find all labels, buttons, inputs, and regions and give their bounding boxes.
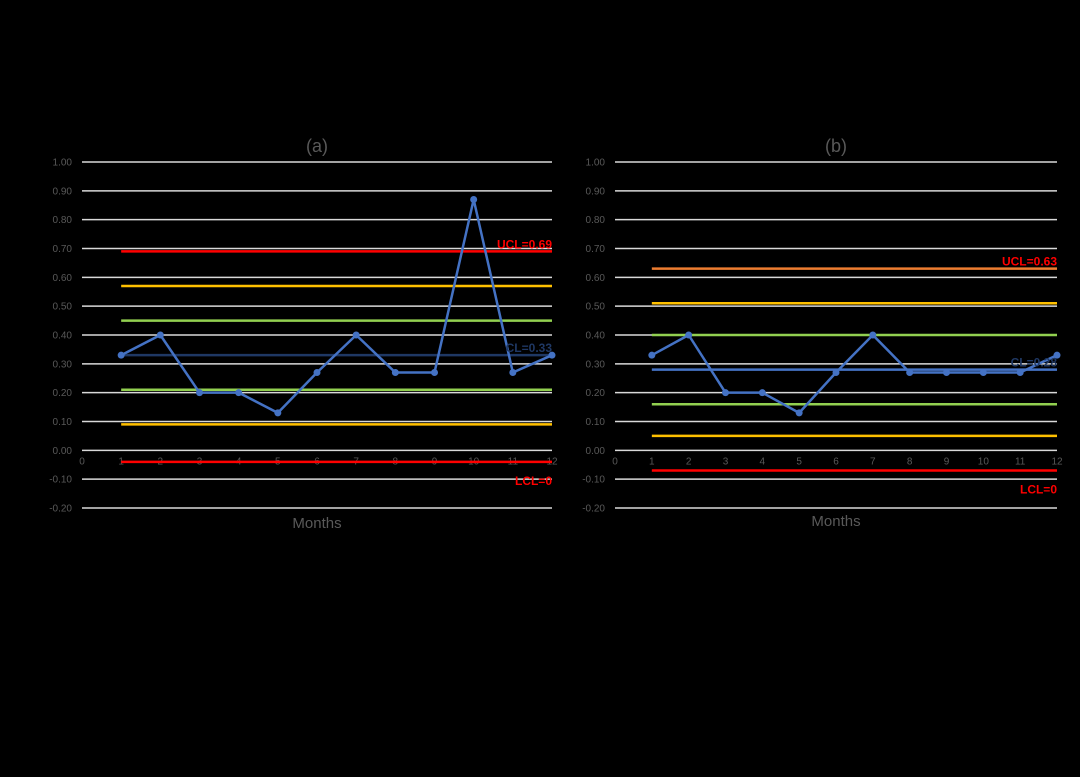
- chart-title: (b): [825, 136, 847, 156]
- control-line-label: CL=0.33: [506, 341, 553, 355]
- data-point: [979, 368, 987, 376]
- y-tick-label: 0.90: [53, 186, 73, 197]
- control-line-label: UCL=0.63: [1002, 255, 1057, 269]
- y-tick-label: 0.60: [586, 273, 606, 284]
- data-point: [943, 368, 950, 376]
- control-line-label: CL=0.28: [1011, 356, 1058, 370]
- x-tick-label: 9: [944, 456, 950, 467]
- control-line-label: LCL=0: [515, 474, 552, 488]
- x-tick-label: 12: [546, 456, 558, 467]
- x-tick-label: 1: [649, 456, 655, 467]
- x-tick-label: 0: [79, 456, 85, 467]
- data-point: [196, 389, 203, 397]
- x-tick-label: 3: [723, 456, 729, 467]
- y-tick-label: -0.20: [582, 504, 605, 515]
- x-tick-label: 6: [833, 456, 839, 467]
- data-point: [906, 368, 914, 376]
- x-axis-title: Months: [811, 513, 860, 530]
- x-tick-label: 4: [760, 456, 766, 467]
- x-tick-label: 11: [1015, 456, 1026, 467]
- data-point: [648, 351, 656, 359]
- chart-panel-a: (a) 1.00 0.90 0.80 0.70 0.60 0.50 0.40 0.30 0.20 0…: [49, 136, 558, 532]
- series-line: [651, 333, 1058, 415]
- y-tick-label: 0.20: [53, 388, 73, 399]
- data-point: [869, 331, 877, 339]
- y-tick-label: 0.30: [53, 359, 73, 370]
- y-tick-label: 0.60: [53, 273, 73, 284]
- y-tick-label: 1.00: [53, 158, 73, 169]
- data-point: [431, 368, 438, 376]
- y-tick-label: 0.10: [53, 417, 73, 428]
- control-line-label: LCL=0: [1020, 483, 1057, 497]
- y-tick-label: 0.50: [53, 302, 73, 313]
- y-tick-label: -0.10: [49, 475, 72, 486]
- data-point: [832, 368, 840, 376]
- data-point: [1016, 368, 1024, 376]
- data-point: [117, 351, 125, 359]
- series-line: [120, 198, 553, 415]
- y-tick-label: 0.00: [586, 446, 606, 457]
- y-tick-label: 0.80: [53, 215, 73, 226]
- x-tick-label: 0: [612, 456, 618, 467]
- data-point: [274, 409, 282, 417]
- x-tick-label: 10: [978, 456, 990, 467]
- data-point: [685, 331, 693, 339]
- data-point: [509, 368, 517, 376]
- data-point: [156, 331, 164, 339]
- data-point: [235, 389, 243, 397]
- y-tick-label: 0.70: [586, 244, 606, 255]
- y-tick-label: 0.40: [53, 331, 73, 342]
- data-point: [313, 368, 321, 376]
- x-tick-label: 5: [796, 456, 802, 467]
- x-tick-label: 7: [870, 456, 876, 467]
- y-tick-label: 0.20: [586, 388, 606, 399]
- data-point: [722, 389, 729, 397]
- data-point: [352, 331, 360, 339]
- data-point: [1053, 351, 1061, 359]
- y-tick-label: 0.50: [586, 302, 606, 313]
- data-point: [391, 368, 399, 376]
- y-tick-label: -0.10: [582, 475, 605, 486]
- data-point: [548, 351, 556, 359]
- x-tick-label: 12: [1051, 456, 1063, 467]
- data-point: [795, 409, 803, 417]
- y-tick-label: 1.00: [586, 158, 606, 169]
- y-tick-label: 0.80: [586, 215, 606, 226]
- y-tick-label: 0.30: [586, 359, 606, 370]
- y-tick-label: 0.10: [586, 417, 606, 428]
- x-tick-label: 8: [907, 456, 913, 467]
- data-point: [758, 389, 766, 397]
- chart-title: (a): [306, 136, 328, 156]
- y-tick-label: 0.90: [586, 186, 606, 197]
- x-tick-label: 2: [686, 456, 692, 467]
- data-point: [470, 195, 478, 203]
- y-tick-label: 0.40: [586, 331, 606, 342]
- y-tick-label: 0.70: [53, 244, 73, 255]
- control-line-label: UCL=0.69: [497, 237, 552, 251]
- y-tick-label: 0.00: [53, 446, 73, 457]
- x-axis-title: Months: [292, 515, 341, 532]
- y-tick-label: -0.20: [49, 504, 72, 515]
- chart-panel-b: (b) 1.00 0.90 0.80 0.70 0.60 0.50 0.40 0.30 0.20 0…: [582, 136, 1063, 530]
